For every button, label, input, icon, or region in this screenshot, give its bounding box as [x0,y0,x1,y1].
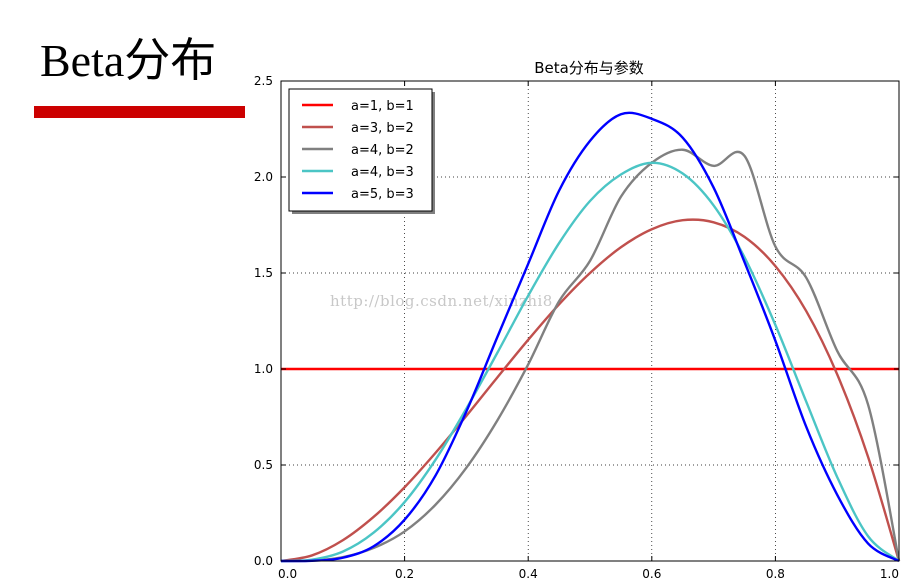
series-line-2 [280,218,901,563]
watermark: http://blog.csdn.net/xinzhi8 [330,292,553,310]
y-axis-ticks: 0.0 0.5 1.0 1.5 2.0 2.5 [254,74,899,568]
series-line-3 [280,148,901,563]
y-tick-label: 0.0 [254,554,273,568]
x-tick-label: 1.0 [880,567,899,581]
x-tick-label: 0.8 [766,567,785,581]
y-tick-label: 1.5 [254,266,273,280]
chart-title: Beta分布与参数 [534,59,644,77]
legend: a=1, b=1 a=3, b=2 a=4, b=2 a=4, b=3 a=5, b=3 [288,88,435,214]
legend-label: a=3, b=2 [351,121,414,136]
title-accent-bar [34,106,245,118]
y-tick-label: 2.0 [254,170,273,184]
legend-label: a=4, b=3 [351,165,414,180]
legend-label: a=4, b=2 [351,143,414,158]
x-axis-ticks: 0.0 0.2 0.4 0.6 0.8 1.0 [278,81,900,581]
x-tick-label: 0.0 [278,567,297,581]
series-line-5 [280,111,900,563]
x-tick-label: 0.4 [519,567,538,581]
x-tick-label: 0.2 [395,567,414,581]
x-tick-label: 0.6 [642,567,661,581]
y-tick-label: 1.0 [254,362,273,376]
legend-label: a=5, b=3 [351,187,414,202]
series-line-4 [280,161,900,563]
series-lines [280,111,901,563]
y-tick-label: 2.5 [254,74,273,88]
y-tick-label: 0.5 [254,458,273,472]
legend-label: a=1, b=1 [351,99,414,114]
plot-frame [280,80,900,562]
slide-title: Beta分布 [40,35,217,86]
